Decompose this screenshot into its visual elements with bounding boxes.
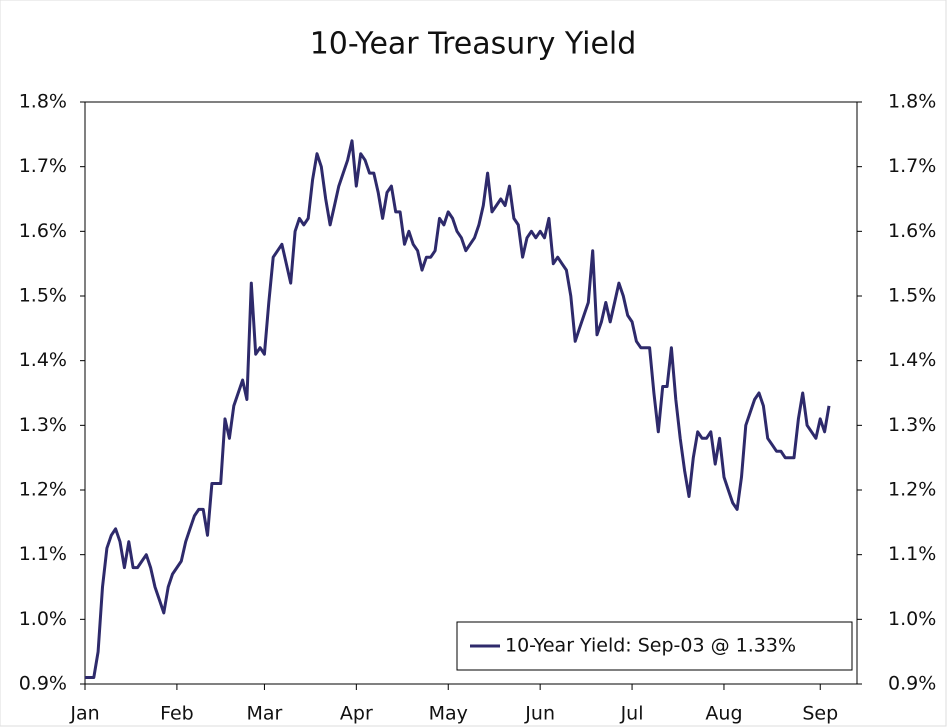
x-tick-label: Feb: [160, 703, 194, 725]
y2-tick-label: 1.0%: [888, 608, 936, 630]
y-tick-label: 1.5%: [19, 285, 67, 307]
y-tick-label: 0.9%: [19, 673, 67, 695]
legend-box: [456, 621, 853, 671]
y2-tick-label: 1.4%: [888, 349, 936, 371]
y2-tick-label: 1.5%: [888, 285, 936, 307]
y-tick-label: 1.4%: [19, 349, 67, 371]
line-series: [85, 139, 831, 679]
y-tick-label: 1.0%: [19, 608, 67, 630]
y-tick-label: 1.1%: [19, 543, 67, 565]
y2-tick-label: 1.3%: [888, 414, 936, 436]
y-tick-label: 1.7%: [19, 155, 67, 177]
plot-frame: [84, 101, 858, 685]
chart-title: 10-Year Treasury Yield: [310, 27, 637, 62]
y2-tick-label: 1.1%: [888, 543, 936, 565]
x-tick-label: Mar: [247, 703, 283, 725]
y-tick-label: 1.2%: [19, 479, 67, 501]
y-tick-label: 1.6%: [19, 220, 67, 242]
x-tick-label: Sep: [802, 703, 838, 725]
x-tick-label: Aug: [705, 703, 742, 725]
y2-tick-label: 1.8%: [888, 91, 936, 113]
x-tick-label: Jun: [524, 703, 555, 725]
y2-tick-label: 1.6%: [888, 220, 936, 242]
y2-tick-label: 0.9%: [888, 673, 936, 695]
y-tick-label: 1.8%: [19, 91, 67, 113]
y2-tick-label: 1.7%: [888, 155, 936, 177]
legend-label: 10-Year Yield: Sep-03 @ 1.33%: [505, 635, 796, 657]
x-tick-label: Jan: [69, 703, 99, 725]
y2-tick-label: 1.2%: [888, 479, 936, 501]
x-tick-label: May: [429, 703, 468, 725]
y-tick-label: 1.3%: [19, 414, 67, 436]
x-tick-label: Apr: [340, 703, 373, 725]
x-tick-label: Jul: [620, 703, 644, 725]
